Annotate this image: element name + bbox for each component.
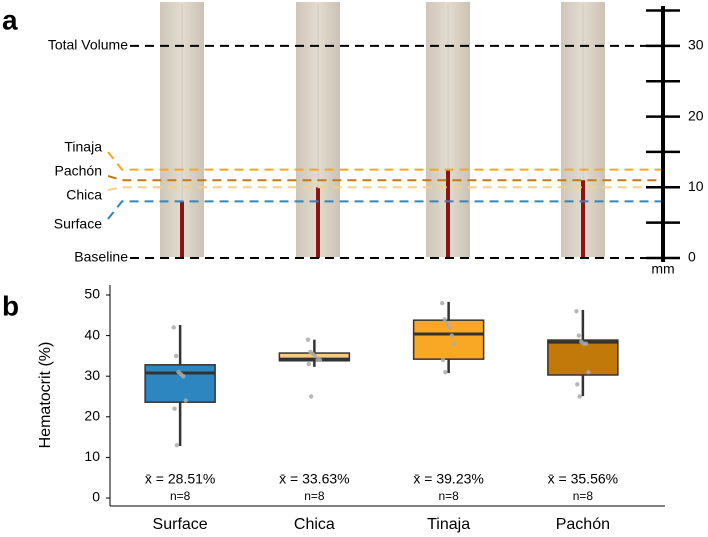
n-label: n=8	[573, 489, 594, 503]
level-label: Pachón	[55, 163, 102, 179]
point	[452, 341, 457, 346]
point	[317, 357, 323, 363]
point	[449, 333, 455, 338]
level-label: Surface	[54, 216, 102, 232]
blood-column	[581, 180, 585, 258]
mean-label: x̄ = 39.23%	[413, 471, 483, 487]
ruler-label: 30	[688, 37, 704, 53]
x-tick-label: Pachón	[556, 516, 610, 533]
box	[144, 364, 216, 403]
point	[447, 325, 452, 330]
y-axis-label: Hematocrit (%)	[37, 342, 54, 449]
point	[171, 325, 176, 330]
level-label: Chica	[66, 187, 102, 203]
blood-column	[180, 201, 184, 258]
mean-label: x̄ = 35.56%	[548, 471, 618, 487]
y-tick-label: 20	[84, 408, 100, 424]
point	[575, 382, 580, 387]
point	[442, 317, 447, 322]
panel-label: a	[2, 4, 18, 35]
box	[547, 339, 619, 376]
level-line	[107, 186, 662, 191]
point	[174, 443, 180, 448]
point	[308, 394, 314, 399]
level-line	[107, 200, 662, 220]
y-tick-label: 10	[84, 448, 100, 464]
level-label: Tinaja	[64, 139, 102, 155]
n-label: n=8	[304, 489, 325, 503]
point	[443, 369, 448, 375]
point	[583, 341, 589, 346]
point	[586, 369, 591, 375]
y-tick-label: 40	[84, 326, 100, 342]
mean-label: x̄ = 33.63%	[279, 471, 349, 487]
ruler-label: 0	[688, 249, 696, 265]
y-tick-label: 30	[84, 367, 100, 383]
point	[312, 353, 318, 359]
point	[172, 406, 177, 411]
point	[577, 394, 582, 399]
ruler-label: 10	[688, 178, 704, 194]
blood-column	[446, 169, 450, 258]
point	[440, 300, 445, 306]
panel-label: b	[2, 290, 19, 321]
y-tick-label: 0	[92, 489, 100, 505]
point	[306, 361, 311, 367]
point	[444, 321, 450, 326]
point	[183, 398, 188, 403]
axis-label: mm	[651, 261, 674, 277]
x-tick-label: Chica	[294, 516, 335, 533]
point	[576, 333, 582, 338]
x-tick-label: Tinaja	[427, 516, 470, 533]
level-label: Total Volume	[48, 37, 128, 53]
y-tick-label: 50	[84, 286, 100, 302]
level-line	[107, 151, 662, 171]
level-label: Baseline	[74, 249, 128, 265]
ruler-label: 20	[688, 107, 704, 123]
level-line	[107, 175, 662, 182]
point	[574, 309, 579, 314]
mean-label: x̄ = 28.51%	[145, 471, 215, 487]
n-label: n=8	[438, 489, 459, 503]
point	[173, 353, 179, 359]
n-label: n=8	[170, 489, 191, 503]
point	[305, 337, 311, 342]
point	[440, 357, 446, 363]
point	[181, 374, 186, 379]
blood-column	[316, 187, 320, 258]
x-tick-label: Surface	[153, 516, 208, 533]
